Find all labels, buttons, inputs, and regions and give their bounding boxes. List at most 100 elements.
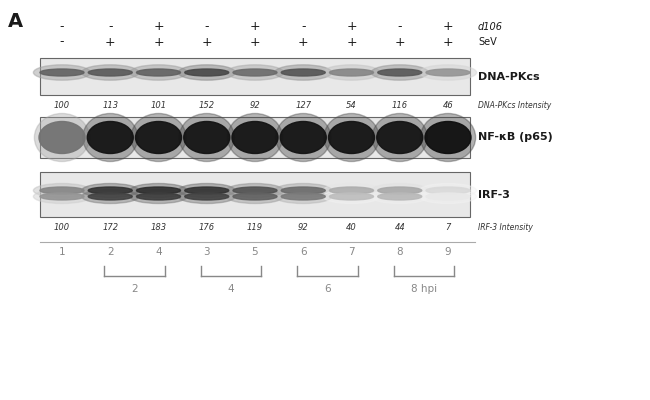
Text: 152: 152 (199, 100, 215, 110)
Ellipse shape (377, 122, 423, 154)
Ellipse shape (371, 190, 428, 204)
Ellipse shape (330, 193, 374, 200)
Text: 8: 8 (396, 247, 403, 257)
Ellipse shape (39, 122, 85, 154)
Text: -: - (398, 20, 402, 34)
Ellipse shape (130, 65, 187, 80)
Ellipse shape (371, 184, 428, 198)
Text: 44: 44 (395, 222, 405, 232)
Text: 92: 92 (298, 222, 309, 232)
Ellipse shape (323, 65, 380, 80)
Text: 7: 7 (348, 247, 355, 257)
Ellipse shape (88, 187, 132, 194)
Text: +: + (298, 36, 309, 48)
Ellipse shape (178, 65, 235, 80)
Ellipse shape (33, 65, 90, 80)
Text: +: + (105, 36, 116, 48)
Ellipse shape (185, 69, 229, 76)
Ellipse shape (130, 190, 187, 204)
Text: IRF-3: IRF-3 (478, 190, 510, 200)
Text: 54: 54 (346, 100, 357, 110)
Ellipse shape (179, 114, 235, 162)
Ellipse shape (178, 190, 235, 204)
Ellipse shape (136, 187, 181, 194)
Ellipse shape (324, 114, 379, 162)
Ellipse shape (233, 187, 277, 194)
Text: +: + (250, 20, 260, 34)
Text: IRF-3 Intensity: IRF-3 Intensity (478, 222, 533, 232)
Ellipse shape (233, 193, 277, 200)
Bar (40, 58, 470, 95)
Text: 119: 119 (247, 222, 263, 232)
Ellipse shape (185, 193, 229, 200)
Ellipse shape (88, 193, 132, 200)
Text: 183: 183 (150, 222, 166, 232)
Text: 116: 116 (392, 100, 408, 110)
Ellipse shape (426, 69, 470, 76)
Ellipse shape (40, 69, 84, 76)
Text: +: + (153, 36, 164, 48)
Ellipse shape (226, 65, 283, 80)
Text: -: - (301, 20, 305, 34)
Text: +: + (346, 36, 357, 48)
Text: 46: 46 (443, 100, 454, 110)
Text: 127: 127 (295, 100, 311, 110)
Text: SeV: SeV (478, 37, 497, 47)
Text: 6: 6 (324, 284, 331, 294)
Text: A: A (8, 12, 23, 31)
Ellipse shape (328, 122, 374, 154)
Ellipse shape (378, 187, 422, 194)
Text: 3: 3 (203, 247, 210, 257)
Text: NF-κB (p65): NF-κB (p65) (478, 132, 552, 142)
Text: -: - (108, 20, 112, 34)
Ellipse shape (226, 190, 283, 204)
Ellipse shape (185, 187, 229, 194)
Bar (40, 172, 470, 217)
Ellipse shape (40, 187, 84, 194)
Ellipse shape (421, 114, 476, 162)
Text: 101: 101 (150, 100, 166, 110)
Ellipse shape (226, 184, 283, 198)
Ellipse shape (233, 69, 277, 76)
Text: +: + (250, 36, 260, 48)
Ellipse shape (275, 190, 332, 204)
Text: +: + (153, 20, 164, 34)
Text: +: + (443, 36, 453, 48)
Ellipse shape (130, 184, 187, 198)
Ellipse shape (419, 190, 476, 204)
Ellipse shape (82, 190, 139, 204)
Ellipse shape (33, 190, 90, 204)
Bar (40, 117, 470, 158)
Ellipse shape (372, 114, 427, 162)
Text: 7: 7 (445, 222, 450, 232)
Text: DNA-PKcs Intensity: DNA-PKcs Intensity (478, 100, 551, 110)
Ellipse shape (88, 69, 132, 76)
Text: 40: 40 (346, 222, 357, 232)
Text: d106: d106 (478, 22, 503, 32)
Ellipse shape (426, 193, 470, 200)
Text: 100: 100 (54, 222, 70, 232)
Text: -: - (60, 20, 64, 34)
Text: 172: 172 (102, 222, 118, 232)
Text: 9: 9 (445, 247, 451, 257)
Ellipse shape (82, 65, 139, 80)
Text: +: + (395, 36, 405, 48)
Ellipse shape (232, 122, 278, 154)
Ellipse shape (83, 114, 138, 162)
Ellipse shape (275, 184, 332, 198)
Text: 100: 100 (54, 100, 70, 110)
Text: +: + (202, 36, 212, 48)
Text: 92: 92 (250, 100, 261, 110)
Ellipse shape (82, 184, 139, 198)
Ellipse shape (33, 184, 90, 198)
Ellipse shape (323, 184, 380, 198)
Ellipse shape (378, 193, 422, 200)
Ellipse shape (281, 187, 325, 194)
Text: 1: 1 (58, 247, 65, 257)
Ellipse shape (178, 184, 235, 198)
Ellipse shape (371, 65, 428, 80)
Ellipse shape (40, 193, 84, 200)
Ellipse shape (131, 114, 186, 162)
Ellipse shape (425, 122, 471, 154)
Text: 113: 113 (102, 100, 118, 110)
